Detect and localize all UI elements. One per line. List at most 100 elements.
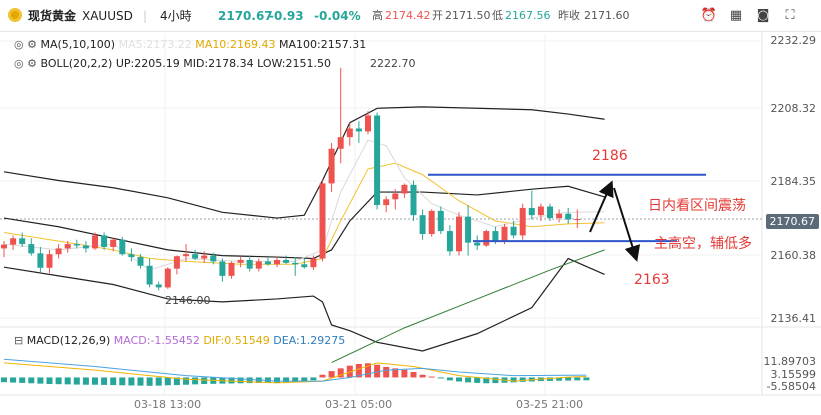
time-tick: 03-25 21:00 (516, 398, 584, 411)
price-tick: 2184.35 (770, 175, 817, 188)
peak-label: 2222.70 (370, 57, 416, 70)
eye-icon[interactable]: ◎ (14, 57, 24, 70)
resistance-label: 2186 (592, 148, 628, 164)
low-label: 低 (492, 9, 503, 22)
candle (301, 258, 308, 269)
symbol-code[interactable]: XAUUSD (82, 9, 133, 23)
macd-tick: -5.58504 (766, 380, 816, 393)
macd-bar (155, 377, 162, 386)
candle (19, 232, 26, 247)
candle-body (547, 206, 553, 219)
macd-tick: 11.89703 (763, 355, 817, 368)
interval-selector[interactable]: 4小時 (160, 9, 192, 23)
price-tick: 2160.38 (770, 249, 817, 262)
candle-body (246, 259, 253, 269)
candle-body (437, 210, 444, 232)
ma5-value: MA5:2173.22 (118, 38, 192, 51)
prev-close-value: 2171.60 (584, 9, 630, 22)
time-tick: 03-18 13:00 (134, 398, 202, 411)
candle-body (383, 199, 390, 206)
candle (82, 241, 89, 253)
macd-bar (192, 377, 199, 385)
macd-bar (173, 377, 180, 386)
macd-bar (1, 377, 7, 383)
macd-bar (547, 377, 553, 381)
candle (310, 255, 317, 271)
candle (119, 236, 126, 256)
separator: | (143, 9, 148, 23)
candle (565, 207, 572, 224)
camera-icon[interactable]: ◙ (756, 8, 770, 23)
macd-value: MACD:-1.55452 (113, 334, 200, 347)
candle-body (92, 235, 98, 249)
macd-bar (492, 377, 499, 384)
indicator-lines (3, 106, 605, 363)
price-tick: 2232.29 (770, 34, 817, 47)
collapse-icon[interactable]: ⊟ (14, 334, 24, 347)
eye-icon[interactable]: ◎ (14, 38, 24, 51)
candle (355, 121, 362, 143)
candle (392, 189, 399, 210)
settings-icon[interactable]: ⚙ (27, 38, 37, 51)
candle-body (374, 115, 381, 206)
settings-icon[interactable]: ⚙ (27, 57, 37, 70)
candle (255, 258, 262, 272)
candle-body (274, 259, 280, 265)
candle-body (556, 213, 563, 219)
boll-mid-value: MID:2178.34 (183, 57, 254, 70)
candle (328, 142, 335, 193)
macd-bar (410, 372, 417, 378)
candle (219, 258, 226, 282)
candle-body (37, 253, 44, 268)
candle-body (574, 219, 581, 221)
macd-bar (337, 368, 344, 378)
candle-body (328, 148, 335, 184)
candle (483, 229, 490, 247)
macd-bar (110, 377, 117, 386)
ma100-line (331, 249, 605, 363)
candle-body (10, 238, 17, 245)
candle-body (255, 261, 262, 269)
forecast-arrows (589, 180, 641, 262)
price-change-pct: -0.04% (314, 9, 361, 23)
macd-bar (283, 377, 290, 383)
macd-bar (437, 377, 444, 379)
macd-bar (383, 366, 390, 378)
boll-mid-line (3, 185, 605, 260)
candle-body (210, 255, 217, 262)
candle (210, 252, 217, 265)
alarm-icon[interactable]: ⏰ (700, 8, 718, 23)
macd-bar (37, 377, 44, 384)
candle-body (456, 216, 462, 252)
macd-bar (92, 377, 98, 385)
macd-bar (510, 377, 517, 383)
candle-body (510, 226, 517, 236)
open-label: 开 (432, 9, 443, 22)
candle-body (101, 235, 108, 247)
candle-body (237, 259, 244, 263)
ma-legend: ◎ ⚙ MA(5,10,100) MA5:2173.22 MA10:2169.4… (14, 38, 366, 51)
ma-label: MA(5,10,100) (40, 38, 116, 51)
fullscreen-icon[interactable]: ⛶ (785, 8, 795, 23)
candle (164, 267, 171, 289)
macd-bar (164, 377, 171, 386)
candle-body (201, 255, 208, 259)
symbol-name[interactable]: 现货黄金 (28, 9, 77, 23)
candle-body (537, 206, 544, 216)
candle (237, 257, 244, 268)
candle-body (1, 244, 7, 249)
candle-body (474, 242, 481, 246)
macd-panel (1, 358, 590, 386)
symbol-logo-icon (6, 7, 24, 25)
macd-tick: 3.15599 (770, 368, 817, 381)
candle (337, 67, 344, 164)
levels (428, 173, 706, 243)
macd-bar (310, 377, 317, 381)
range-annotation: 日内看区间震荡 (648, 198, 746, 214)
candle (46, 249, 53, 273)
boll-low-value: LOW:2151.50 (257, 57, 331, 70)
grid-icon[interactable]: ▦ (729, 8, 743, 23)
candle-body (310, 258, 317, 268)
candle (346, 122, 353, 146)
